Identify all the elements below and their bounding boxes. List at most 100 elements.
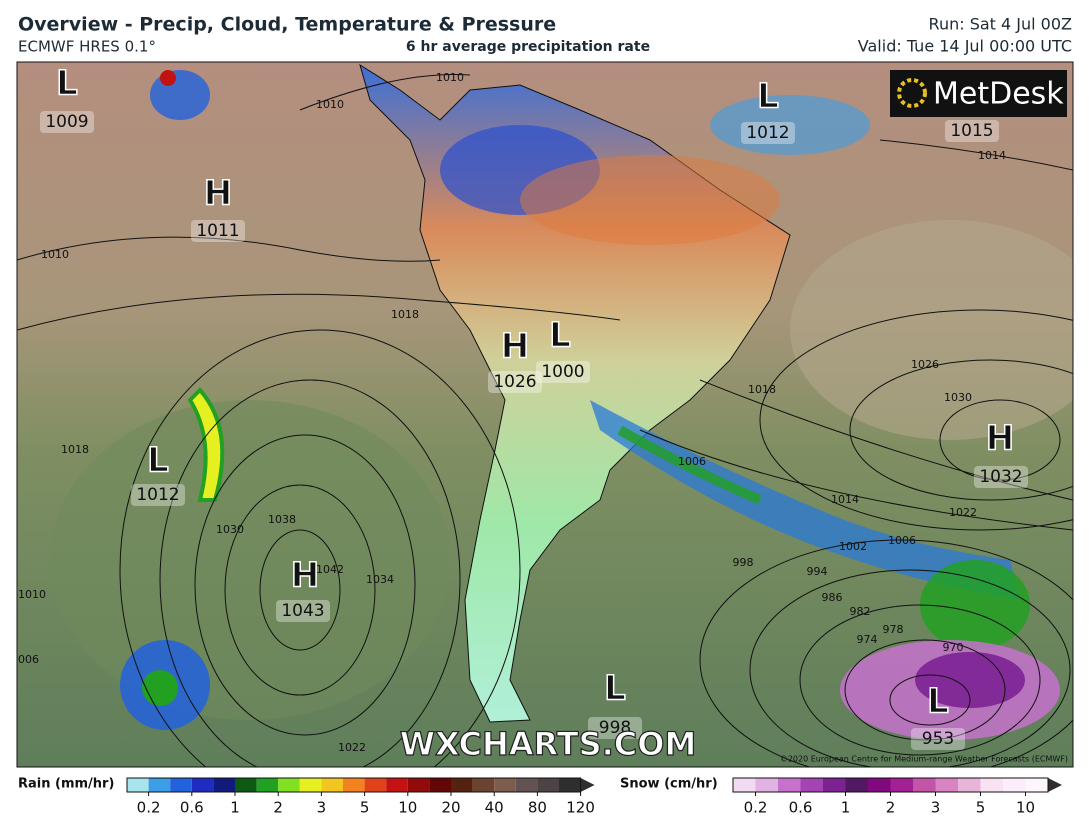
value-box bbox=[536, 361, 590, 383]
pressure-value: 1015 bbox=[950, 121, 993, 141]
isobar-label: 1018 bbox=[61, 443, 89, 456]
value-box bbox=[741, 122, 795, 144]
isobar-label: 974 bbox=[857, 633, 878, 646]
rain-tick-label: 5 bbox=[360, 799, 370, 817]
value-box bbox=[911, 728, 965, 750]
pressure-letter: H bbox=[204, 174, 232, 214]
rain-swatch bbox=[407, 778, 430, 792]
rain-tick-label: 1 bbox=[230, 799, 240, 817]
isobar-labels: 1010 1010 1010 1018 1018 1026 1030 1018 1006 1014… bbox=[11, 71, 1006, 754]
logo-icon bbox=[897, 78, 927, 108]
rain-swatch bbox=[278, 778, 300, 792]
snow-tick-label: 0.6 bbox=[789, 799, 813, 817]
rain-swatch bbox=[451, 778, 473, 792]
pressure-value: 953 bbox=[922, 729, 954, 749]
rain-legend-label: Rain (mm/hr) bbox=[18, 777, 114, 792]
pressure-value: 1000 bbox=[541, 362, 584, 382]
rain-swatch bbox=[213, 778, 235, 792]
pressure-letter: L bbox=[604, 669, 626, 709]
isobar-label: 1042 bbox=[316, 563, 344, 576]
pressure-value: 1026 bbox=[493, 372, 536, 392]
value-box bbox=[40, 111, 94, 133]
snow-tick-label: 10 bbox=[1016, 799, 1035, 817]
isobar-label: 1010 bbox=[436, 71, 464, 84]
rain-swatch bbox=[191, 778, 214, 792]
snow-swatch bbox=[845, 778, 868, 792]
rain-swatch bbox=[472, 778, 495, 792]
pressure-letter: L bbox=[549, 316, 571, 356]
rain-tick-label: 120 bbox=[566, 799, 595, 817]
isobar-label: 978 bbox=[883, 623, 904, 636]
pressure-letter: H bbox=[501, 327, 529, 367]
pressure-value: 1032 bbox=[979, 467, 1022, 487]
precip-area bbox=[142, 670, 178, 706]
snow-swatch bbox=[733, 778, 756, 792]
value-box bbox=[588, 717, 642, 739]
pressure-letter: H bbox=[291, 556, 319, 596]
isobars bbox=[17, 73, 1073, 767]
pressure-letter: L bbox=[757, 77, 779, 117]
snow-tick-label: 0.2 bbox=[744, 799, 768, 817]
rain-swatch bbox=[256, 778, 279, 792]
rain-frame bbox=[126, 777, 582, 793]
snow-swatch bbox=[755, 778, 778, 792]
isobar-label: 1022 bbox=[338, 741, 366, 754]
rain-swatch bbox=[494, 778, 516, 792]
rain-swatch bbox=[235, 778, 257, 792]
rain-swatch bbox=[537, 778, 559, 792]
isobar-label: 1010 bbox=[18, 588, 46, 601]
valid-time: Valid: Tue 14 Jul 00:00 UTC bbox=[858, 37, 1072, 56]
isobar-label: 1034 bbox=[366, 573, 394, 586]
isobar-label: 1014 bbox=[978, 149, 1006, 162]
pressure-value: 1012 bbox=[746, 123, 789, 143]
rain-tick-label: 20 bbox=[441, 799, 460, 817]
logo: MetDesk bbox=[933, 77, 1064, 112]
run-time: Run: Sat 4 Jul 00Z bbox=[929, 15, 1072, 34]
isobar-label: 1018 bbox=[391, 308, 419, 321]
rain-tick-label: 0.2 bbox=[137, 799, 161, 817]
isobar-label: 994 bbox=[807, 565, 828, 578]
pressure-centers: L 1009 H 1011 L 1012 1015 H 1026 L 1000 L 1012 H 1043 H… bbox=[40, 63, 1028, 750]
isobar-label: 998 bbox=[733, 556, 754, 569]
rain-swatch bbox=[299, 778, 322, 792]
copyright: ©2020 European Centre for Medium-range W… bbox=[780, 755, 1068, 764]
precip-area bbox=[710, 95, 870, 155]
precip-band bbox=[590, 400, 1020, 600]
rain-swatch bbox=[364, 778, 387, 792]
rain-swatch bbox=[386, 778, 408, 792]
snow-legend-label: Snow (cm/hr) bbox=[620, 777, 718, 792]
snow-tick-label: 3 bbox=[931, 799, 941, 817]
pressure-value: 1011 bbox=[196, 221, 239, 241]
pressure-value: 1043 bbox=[281, 601, 324, 621]
rain-tick-label: 0.6 bbox=[180, 799, 204, 817]
rain-tick-label: 3 bbox=[317, 799, 327, 817]
pressure-letter: L bbox=[927, 682, 949, 722]
isobar-label: 1010 bbox=[41, 248, 69, 261]
snow-swatch bbox=[868, 778, 891, 792]
snow-swatch bbox=[800, 778, 823, 792]
map-frame bbox=[16, 61, 1074, 768]
isobar-label: 1006 bbox=[678, 455, 706, 468]
rain-swatch bbox=[429, 778, 451, 792]
precip-area bbox=[920, 560, 1030, 650]
subtitle: 6 hr average precipitation rate bbox=[406, 39, 650, 55]
snow-tick-label: 5 bbox=[976, 799, 986, 817]
snow-arrow bbox=[1048, 778, 1062, 792]
snow-swatch bbox=[935, 778, 958, 792]
value-box bbox=[191, 220, 245, 242]
snow-tick-label: 1 bbox=[841, 799, 851, 817]
isobar-label: 1006 bbox=[11, 653, 39, 666]
dry-area bbox=[520, 155, 780, 245]
value-box bbox=[276, 600, 330, 622]
rain-arrow bbox=[580, 778, 595, 792]
snow-swatch bbox=[913, 778, 936, 792]
snow-swatch bbox=[778, 778, 801, 792]
legends: 0.2 0.6 1 2 3 5 10 20 40 80 120 0.2 0.6 1 2 3 5 10 bbox=[126, 777, 1062, 817]
pressure-letter: L bbox=[147, 441, 169, 481]
pressure-letter: L bbox=[56, 64, 78, 104]
value-box bbox=[945, 120, 999, 142]
rain-tick-label: 10 bbox=[398, 799, 417, 817]
isobar-label: 986 bbox=[822, 591, 843, 604]
